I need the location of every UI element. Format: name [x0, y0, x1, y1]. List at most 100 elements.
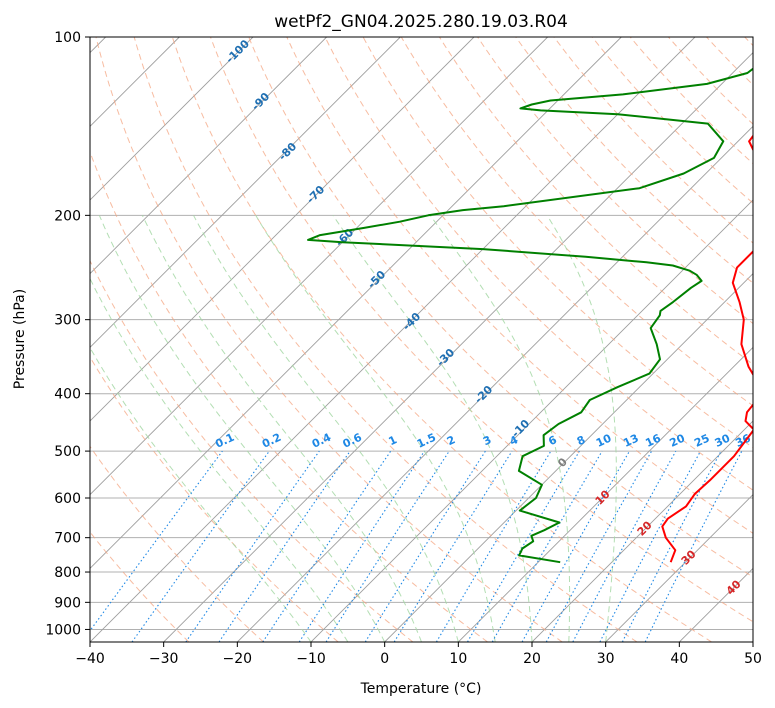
dry-adiabat-line [171, 37, 712, 642]
plot-frame [89, 36, 754, 643]
mixing-ratio-line [599, 450, 701, 642]
dry-adiabat-line [629, 37, 753, 165]
isotherm-line [679, 567, 753, 642]
y-tick-label: 800 [54, 565, 81, 581]
isotherm-line [384, 273, 753, 642]
x-tick-label: 50 [744, 651, 762, 667]
x-tick-label: −30 [149, 651, 179, 667]
dry-adiabat-label: -70 [304, 183, 327, 206]
y-tick-label: 1000 [45, 622, 81, 638]
isotherm-line [237, 125, 753, 642]
dewpoint-profile-line [307, 67, 753, 564]
mixing-ratio-line [90, 450, 223, 632]
isotherm-line [752, 641, 753, 642]
dry-adiabat-label: 0 [555, 455, 570, 470]
dry-adiabat-label: -100 [223, 37, 252, 66]
moist-adiabat-line [429, 215, 571, 642]
chart-title: wetPf2_GN04.2025.280.19.03.R04 [274, 12, 568, 32]
x-tick-label: −20 [223, 651, 253, 667]
isotherm-line [90, 37, 254, 201]
mixing-ratio-label: 3 [481, 433, 493, 448]
x-axis-title: Temperature (°C) [360, 681, 482, 697]
dry-adiabat-line [90, 150, 488, 642]
mixing-ratio-label: 1.5 [415, 431, 438, 451]
x-tick-label: −40 [75, 651, 105, 667]
isotherm-line [90, 37, 327, 275]
background-lines [90, 37, 753, 642]
dry-adiabat-line [706, 37, 753, 86]
y-tick-label: 500 [54, 444, 81, 460]
x-tick-label: 0 [380, 651, 389, 667]
isotherm-line [90, 37, 622, 569]
x-tick-label: 30 [597, 651, 615, 667]
y-tick-label: 700 [54, 531, 81, 547]
dry-adiabat-line [591, 37, 753, 204]
mixing-ratio-label: 0.2 [260, 431, 283, 451]
mixing-ratio-line [185, 450, 320, 642]
mixing-ratio-line [393, 450, 513, 642]
dry-adiabat-line [668, 37, 753, 125]
mixing-ratio-label: 13 [621, 432, 640, 450]
mixing-ratio-line [325, 450, 450, 642]
dry-adiabat-line [90, 531, 190, 642]
mixing-ratio-line [572, 450, 677, 642]
mixing-ratio-label: 10 [594, 431, 614, 449]
mixing-ratio-label: 0.1 [213, 431, 236, 451]
mixing-ratio-label: 16 [643, 431, 663, 449]
isotherm-line [90, 37, 401, 348]
moist-adiabat-line [193, 215, 459, 642]
mixing-ratio-label: 0.6 [341, 431, 364, 451]
mixing-ratio-line [218, 450, 351, 642]
dry-adiabat-line [90, 445, 264, 642]
x-tick-label: −10 [296, 651, 326, 667]
mixing-ratio-line [131, 450, 270, 642]
mixing-ratio-line [521, 450, 630, 642]
profile-lines [307, 67, 753, 564]
y-tick-label: 200 [54, 208, 81, 224]
y-tick-label: 600 [54, 491, 81, 507]
isotherm-line [90, 37, 548, 496]
dry-adiabat-label: -80 [276, 140, 299, 163]
dry-adiabat-line [95, 37, 563, 642]
y-tick-label: 900 [54, 595, 81, 611]
mixing-ratio-label: 6 [546, 433, 559, 448]
y-tick-label: 300 [54, 313, 81, 329]
x-tick-label: 20 [523, 651, 541, 667]
dry-adiabat-label: -90 [249, 90, 272, 113]
y-axis-title: Pressure (hPa) [12, 289, 28, 389]
mixing-ratio-label: 1 [387, 433, 399, 448]
mixing-ratio-label: 0.4 [310, 431, 333, 451]
isotherm-line [90, 37, 475, 422]
x-tick-label: 10 [449, 651, 467, 667]
dry-adiabat-line [400, 37, 753, 407]
dry-adiabat-line [133, 37, 638, 642]
dry-adiabat-line [477, 37, 753, 325]
dry-adiabat-label: -40 [400, 310, 423, 333]
mixing-ratio-line [467, 450, 580, 642]
isotherm-line [605, 494, 753, 642]
dry-adiabat-label: 30 [679, 547, 699, 567]
x-tick-label: 40 [670, 651, 688, 667]
isotherm-line [458, 346, 753, 642]
dry-adiabat-label: -30 [434, 346, 457, 369]
dry-adiabat-line [210, 37, 753, 623]
y-tick-label: 400 [54, 387, 81, 403]
moist-adiabat-line [141, 215, 422, 642]
mixing-ratio-line [435, 450, 552, 642]
mixing-ratio-label: 20 [668, 431, 688, 449]
moist-adiabat-line [332, 215, 533, 642]
mixing-ratio-line [545, 450, 653, 642]
dry-adiabat-line [515, 37, 753, 284]
isotherm-line [310, 199, 753, 642]
dry-adiabat-line [362, 37, 753, 449]
dry-adiabat-label: 20 [635, 518, 655, 538]
y-tick-label: 100 [54, 30, 81, 46]
moist-adiabat-line [98, 215, 386, 642]
dry-adiabat-line [324, 37, 753, 491]
moist-adiabat-line [90, 346, 312, 642]
isotherm-line [163, 52, 753, 642]
mixing-ratio-label: 25 [692, 432, 711, 450]
isotherm-line [90, 37, 696, 642]
dry-adiabat-line [744, 37, 753, 47]
